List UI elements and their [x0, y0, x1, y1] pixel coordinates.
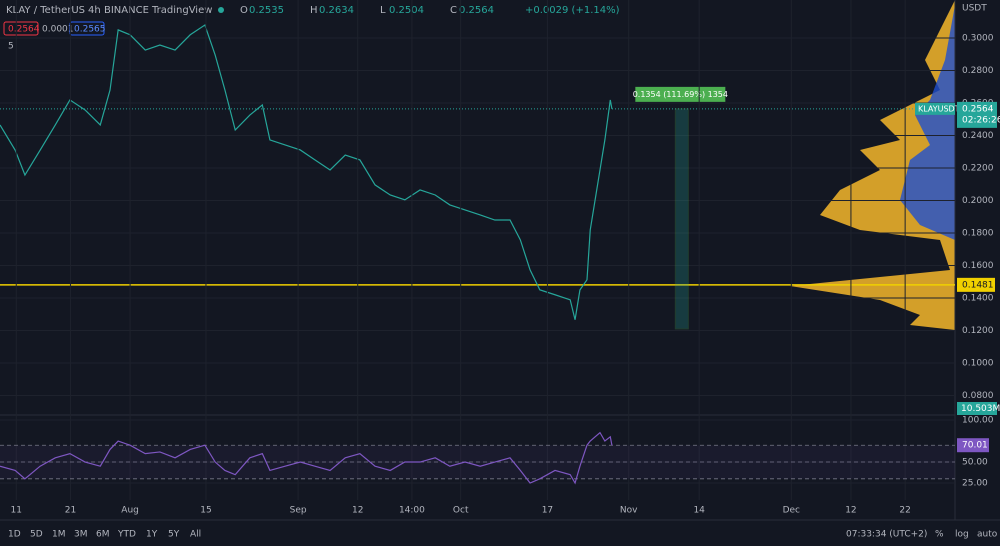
- range-button[interactable]: 1D: [8, 530, 21, 540]
- x-tick-label: Sep: [290, 506, 307, 516]
- last-price-label: 0.2564: [962, 104, 994, 114]
- scale-option[interactable]: log: [955, 530, 969, 540]
- ohlc-value: 0.2564: [459, 5, 494, 16]
- ask: 0.2565: [74, 25, 106, 35]
- x-tick-label: 11: [11, 506, 22, 516]
- y-tick-label: 0.2400: [962, 131, 994, 141]
- y-tick-label: 50.00: [962, 458, 988, 468]
- ohlc-key: H: [310, 5, 318, 16]
- ohlc-key: O: [240, 5, 248, 16]
- measure-label-bg: [635, 86, 726, 102]
- rsi-band: [0, 445, 955, 479]
- y-tick-label: 25.00: [962, 479, 988, 489]
- status-dot: [218, 7, 224, 13]
- x-tick-label: Dec: [783, 506, 800, 516]
- range-button[interactable]: 3M: [74, 530, 88, 540]
- x-tick-label: Oct: [453, 506, 469, 516]
- y-tick-label: 0.1200: [962, 326, 994, 336]
- source: TradingView: [151, 5, 212, 16]
- currency: USDT: [962, 4, 987, 14]
- price-tag: [957, 277, 995, 292]
- x-tick-label: 15: [200, 506, 211, 516]
- y-tick-label: 0.1800: [962, 229, 994, 239]
- ohlc-value: 0.2504: [389, 5, 424, 16]
- volume-profile-value-area: [900, 5, 955, 240]
- header: KLAY / TetherUS 4h BINANCE TradingView +…: [3, 5, 620, 52]
- rsi-value: 70.01: [962, 441, 988, 451]
- x-tick-label: Aug: [121, 506, 139, 516]
- range-button[interactable]: 6M: [96, 530, 110, 540]
- ohlc-value: 0.2535: [249, 5, 284, 16]
- x-tick-label: 12: [352, 506, 363, 516]
- clock: 07:33:34 (UTC+2): [846, 530, 927, 540]
- bid: 0.2564: [8, 25, 40, 35]
- rsi-tag: [957, 438, 989, 453]
- exchange: BINANCE: [104, 5, 149, 16]
- y-tick-label: 0.0800: [962, 391, 994, 401]
- y-tick-label: 0.2800: [962, 66, 994, 76]
- scale-option[interactable]: %: [935, 530, 944, 540]
- ohlc-key: C: [450, 5, 457, 16]
- symbol-tag-label: KLAYUSDT: [918, 104, 960, 113]
- y-tick-label: 0.1400: [962, 294, 994, 304]
- range-button[interactable]: 1M: [52, 530, 66, 540]
- symbol: KLAY / TetherUS: [6, 5, 85, 16]
- price-tag-label: 0.1481: [962, 280, 994, 290]
- x-tick-label: 12: [845, 506, 856, 516]
- y-tick-label: 0.2200: [962, 164, 994, 174]
- x-tick-label: 21: [65, 506, 76, 516]
- x-tick-label: 17: [542, 506, 553, 516]
- x-tick-label: 22: [899, 506, 910, 516]
- range-button[interactable]: All: [190, 530, 201, 540]
- line-series: [0, 24, 613, 320]
- line-series: [0, 431, 613, 485]
- y-tick-label: 0.2000: [962, 196, 994, 206]
- volume-label: 10.503M: [961, 404, 1000, 414]
- x-tick-label: Nov: [620, 506, 638, 516]
- range-button[interactable]: 5D: [30, 530, 43, 540]
- y-tick-label: 0.1000: [962, 359, 994, 369]
- range-button[interactable]: YTD: [117, 530, 136, 540]
- y-tick-label: 100.00: [962, 416, 994, 426]
- measure-label: 0.1354 (111.69%) 1354: [633, 90, 728, 99]
- ohlc-key: L: [380, 5, 386, 16]
- interval: 4h: [88, 5, 101, 16]
- box: [3, 21, 39, 36]
- spread: 0.0001: [42, 25, 74, 35]
- volume-tag: [957, 402, 997, 415]
- range-button[interactable]: 1Y: [146, 530, 158, 540]
- range-button[interactable]: 5Y: [168, 530, 180, 540]
- scale-option[interactable]: auto: [977, 530, 998, 540]
- y-tick-label: 0.3000: [962, 34, 994, 44]
- ohlc-value: 0.2634: [319, 5, 354, 16]
- y-tick-label: 0.1600: [962, 261, 994, 271]
- last-price-tag: [957, 101, 997, 128]
- measure-box: [674, 108, 689, 330]
- countdown: 02:26:26: [962, 115, 1000, 125]
- x-tick-label: 14: [693, 506, 705, 516]
- x-tick-label: 14:00: [399, 506, 425, 516]
- indicators-toggle[interactable]: 5: [8, 42, 14, 52]
- symbol-tag: [915, 102, 955, 115]
- change: +0.0029 (+1.14%): [525, 5, 620, 16]
